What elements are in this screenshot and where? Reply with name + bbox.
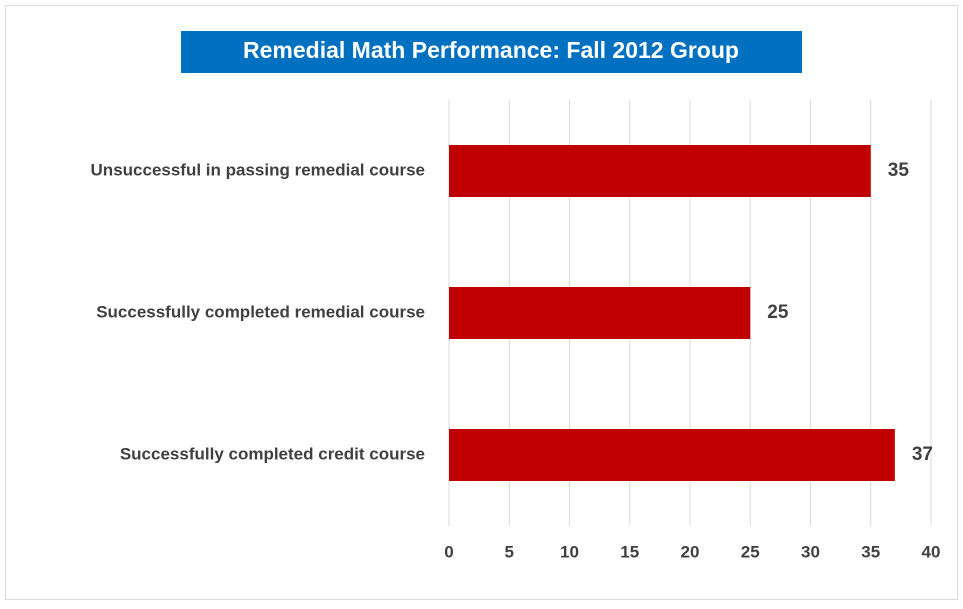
x-tick-label: 30 (801, 542, 820, 561)
chart-title: Remedial Math Performance: Fall 2012 Gro… (243, 37, 739, 63)
x-tick-label: 15 (620, 542, 639, 561)
x-tick-label: 5 (505, 542, 514, 561)
y-tick-label: Successfully completed remedial course (96, 302, 425, 321)
bar (449, 287, 751, 339)
value-label: 37 (912, 444, 933, 465)
value-label: 35 (888, 160, 910, 181)
x-tick-label: 20 (681, 542, 700, 561)
x-tick-label: 35 (861, 542, 880, 561)
x-tick-label: 10 (560, 542, 579, 561)
value-label: 25 (767, 302, 789, 323)
x-tick-label: 40 (922, 542, 941, 561)
y-tick-label: Successfully completed credit course (120, 444, 425, 463)
title-box (181, 31, 802, 73)
x-tick-label: 25 (741, 542, 760, 561)
y-tick-label: Unsuccessful in passing remedial course (91, 160, 425, 179)
x-tick-label: 0 (444, 542, 453, 561)
bar (449, 429, 895, 481)
bar (449, 145, 871, 197)
